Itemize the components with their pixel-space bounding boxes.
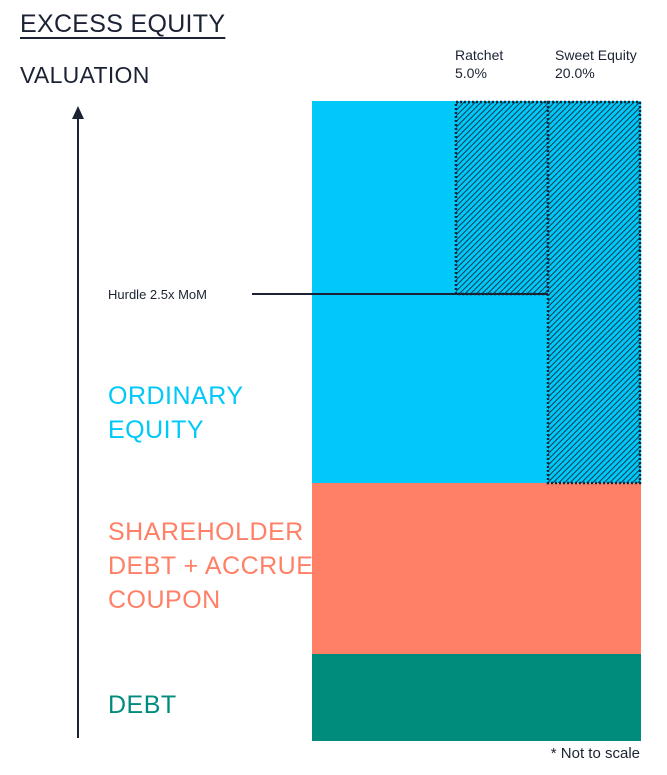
ratchet-value: 5.0% (455, 65, 487, 81)
axis-label: VALUATION (20, 62, 150, 88)
ratchet-header: Ratchet 5.0% (455, 46, 503, 82)
sweet-equity-name: Sweet Equity (555, 47, 637, 63)
debt-line-1: DEBT (108, 691, 177, 719)
shareholder-debt-line-3: COUPON (108, 586, 221, 614)
ordinary-equity-line-2: EQUITY (108, 416, 205, 444)
scale-note: * Not to scale (550, 745, 640, 762)
ratchet-name: Ratchet (455, 47, 504, 63)
debt-label: DEBT (108, 688, 177, 722)
ordinary-equity-line-1: ORDINARY (108, 382, 244, 410)
shareholder-debt-label: SHAREHOLDER DEBT + ACCRUED COUPON (108, 515, 332, 617)
debt-band (312, 654, 641, 741)
shareholder-debt-line-1: SHAREHOLDER (108, 518, 304, 546)
shareholder-debt-band (312, 483, 641, 654)
sweet-equity-region (546, 100, 642, 485)
sweet-equity-value: 20.0% (555, 65, 595, 81)
shareholder-debt-line-2: DEBT + ACCRUED (108, 552, 332, 580)
ordinary-equity-label: ORDINARY EQUITY (108, 379, 244, 447)
ratchet-region (454, 100, 550, 296)
hurdle-label: Hurdle 2.5x MoM (108, 287, 207, 302)
diagram-title: EXCESS EQUITY (20, 10, 226, 38)
sweet-equity-header: Sweet Equity 20.0% (555, 46, 637, 82)
axis-arrowhead (72, 106, 84, 119)
